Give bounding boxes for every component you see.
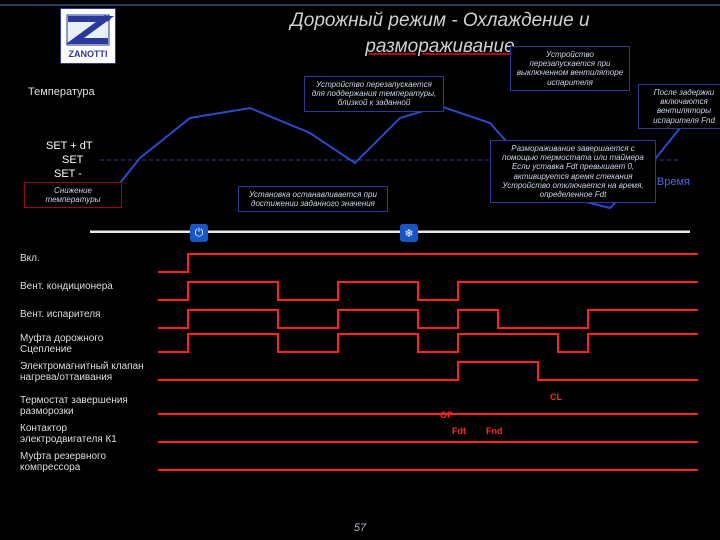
power-icon: ⏻ bbox=[190, 224, 208, 242]
timing-row bbox=[158, 252, 708, 274]
row-label: Термостат завершения разморозки bbox=[20, 396, 148, 417]
timing-row bbox=[158, 360, 708, 382]
op-label: OP bbox=[440, 410, 453, 420]
timing-row bbox=[158, 394, 708, 416]
page-number: 57 bbox=[0, 522, 720, 534]
timing-row bbox=[158, 450, 708, 472]
note-4: Устройство перезапускается при выключенн… bbox=[510, 46, 630, 91]
row-label: Муфта резервного компрессора bbox=[20, 452, 148, 473]
timing-diagram: Вкл. Вент. кондиционера Вент. испарителя Му… bbox=[20, 248, 708, 512]
title-line1: Дорожный режим - Охлаждение и bbox=[290, 10, 589, 31]
fnd-label: Fnd bbox=[486, 426, 503, 436]
note-2: Установка останавливается при достижении… bbox=[238, 186, 388, 212]
note-6: После задержки включаются вентиляторы ис… bbox=[638, 84, 720, 129]
note-1: Снижение температуры bbox=[24, 182, 122, 208]
timing-row bbox=[158, 332, 708, 354]
timing-row bbox=[158, 308, 708, 330]
row-label: Вкл. bbox=[20, 254, 148, 265]
row-label: Контактор электродвигателя К1 bbox=[20, 424, 148, 445]
timing-row bbox=[158, 422, 708, 444]
logo: ZANOTTI bbox=[60, 8, 116, 64]
row-label: Вент. кондиционера bbox=[20, 282, 148, 293]
fdt-label: Fdt bbox=[452, 426, 466, 436]
row-label: Электромагнитный клапан нагрева/оттаиван… bbox=[20, 362, 148, 383]
cl-label: CL bbox=[550, 392, 562, 402]
timing-row bbox=[158, 280, 708, 302]
note-3: Устройство перезапускается для поддержан… bbox=[304, 76, 444, 112]
note-5: Размораживание завершается с помощью тер… bbox=[490, 140, 656, 203]
snowflake-icon: ❄ bbox=[400, 224, 418, 242]
row-label: Муфта дорожного Сцепление bbox=[20, 334, 148, 355]
temperature-chart: Температура Время SET + dT SET SET - Сни… bbox=[20, 78, 708, 233]
svg-text:ZANOTTI: ZANOTTI bbox=[69, 49, 108, 59]
row-label: Вент. испарителя bbox=[20, 310, 148, 321]
